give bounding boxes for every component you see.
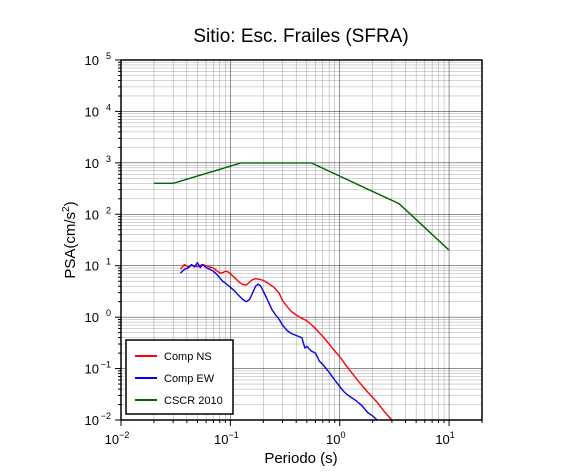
x-axis-title: Periodo (s) [264,450,337,467]
y-tick-label-base: 10 [85,53,99,68]
y-tick-label: 10 2 [85,205,111,222]
x-tick-label: 10−2 [105,430,130,447]
y-tick-label-base: 10 [85,207,99,222]
x-tick-label-base: 10 [214,432,228,447]
chart-title: Sitio: Esc. Frailes (SFRA) [193,26,408,47]
series-line-comp-ew [180,261,378,420]
legend-label: Comp EW [164,373,215,385]
y-tick-label-base: 10 [85,156,99,171]
y-tick-label: 10 −1 [85,360,111,377]
series-line-comp-ns [179,263,393,420]
y-tick-label-base: 10 [85,310,99,325]
y-tick-label: 10 0 [85,308,111,325]
series-lines [153,162,450,420]
x-tick-label: 100 [326,430,345,447]
x-tick-label-base: 10 [435,432,449,447]
x-tick-label-exponent: −1 [228,430,238,440]
x-tick-label-base: 10 [326,432,340,447]
y-tick-label-exponent: −1 [101,360,111,370]
y-tick-label-base: 10 [85,104,99,119]
y-tick-label-exponent: 2 [106,205,111,215]
y-tick-label-exponent: 5 [106,51,111,61]
y-tick-label: 10 −2 [85,411,111,428]
y-tick-label-exponent: 1 [106,257,111,267]
y-tick-label: 10 5 [85,51,111,68]
x-tick-label-exponent: 0 [340,430,345,440]
y-tick-label-exponent: 3 [106,154,111,164]
y-tick-label: 10 3 [85,154,111,171]
x-tick-label-exponent: −2 [119,430,129,440]
y-tick-label-exponent: 0 [106,308,111,318]
legend-label: Comp NS [164,351,212,363]
y-tick-label-exponent: 4 [106,102,111,112]
y-axis-title: PSA(cm/s2) [61,201,79,278]
y-axis-title-base: PSA(cm/s [62,212,79,279]
y-tick-label-exponent: −2 [101,411,111,421]
y-tick-label-base: 10 [85,362,99,377]
x-tick-label: 10−1 [214,430,239,447]
x-tick-label-base: 10 [105,432,119,447]
y-axis-title-superscript: 2 [61,206,72,212]
x-tick-label-exponent: 1 [450,430,455,440]
y-tick-label: 10 4 [85,102,111,119]
y-tick-label-base: 10 [85,413,99,428]
y-axis-title-end: ) [62,201,79,206]
legend-label: CSCR 2010 [164,395,223,407]
x-tick-label: 101 [435,430,454,447]
series-line-cscr-2010 [153,162,450,251]
legend: Comp NS Comp EW CSCR 2010 [125,339,234,415]
y-tick-label-base: 10 [85,259,99,274]
plot-frame [120,59,483,421]
y-tick-label: 10 1 [85,257,111,274]
